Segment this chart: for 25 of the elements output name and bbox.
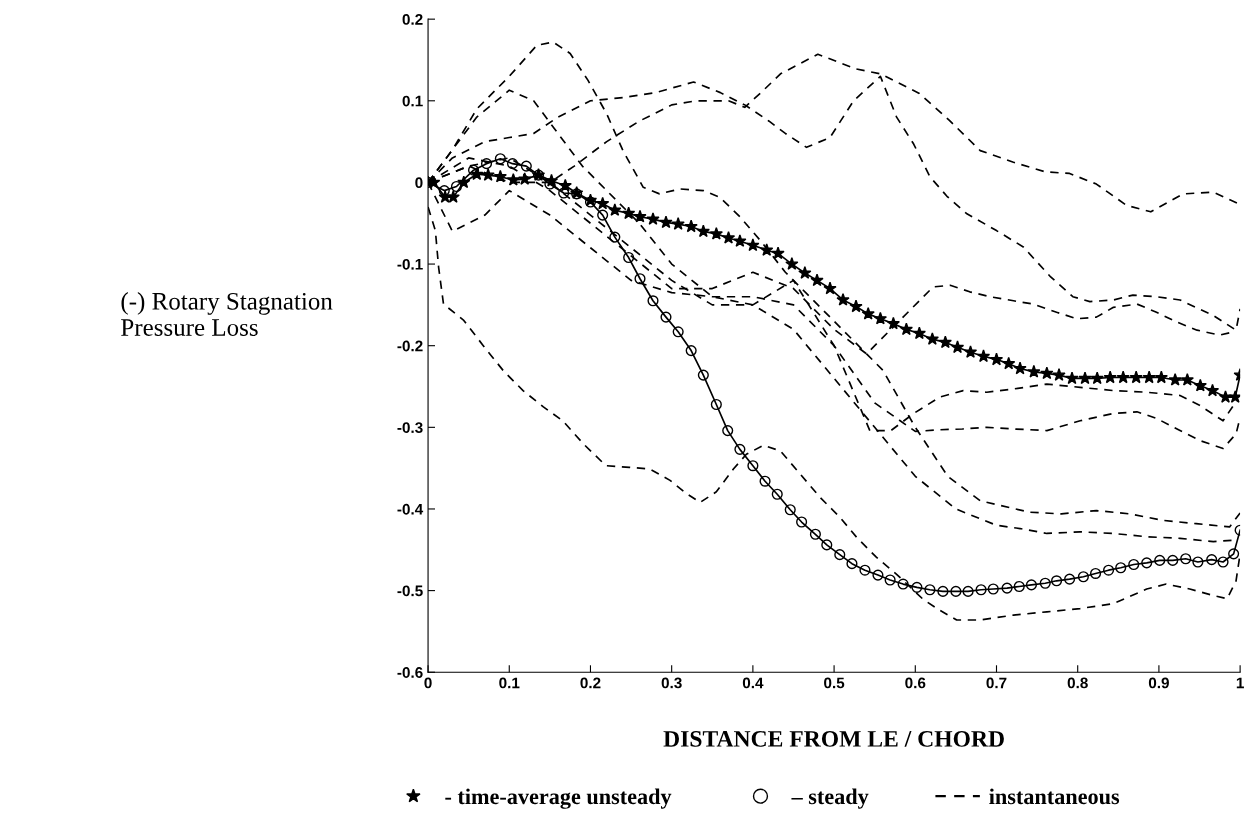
x-tick-label: 0.1 [499,677,520,689]
legend-label: - time-average unsteady [445,788,672,809]
y-tick-label: -0.5 [397,585,423,597]
y-tick-label: 0.1 [402,95,423,107]
x-tick-label: 1 [1236,677,1244,689]
y-tick-label: -0.4 [397,503,424,515]
x-tick-label: 0.3 [661,677,682,689]
legend-label: instantaneous [989,788,1120,805]
x-tick-label: 0.2 [580,677,601,689]
x-tick-label: 0.9 [1148,677,1169,689]
x-axis-title: DISTANCE FROM LE / CHORD [663,730,1004,747]
y-axis-title: (-) Rotary Stagnation Pressure Loss [121,292,333,336]
x-tick-label: 0.8 [1067,677,1088,689]
y-tick-label: 0 [415,177,423,189]
x-tick-label: 0.4 [742,677,764,689]
x-tick-label: 0 [424,677,432,689]
y-tick-label: -0.6 [397,667,423,678]
y-tick-label: 0.2 [402,14,423,25]
x-tick-label: 0.6 [905,677,926,689]
y-tick-label: -0.1 [397,258,423,270]
y-tick-label: -0.3 [397,422,423,434]
x-tick-label: 0.7 [986,677,1007,689]
x-tick-label: 0.5 [824,677,845,689]
y-tick-label: -0.2 [397,340,423,352]
legend-label: – steady [791,788,869,809]
